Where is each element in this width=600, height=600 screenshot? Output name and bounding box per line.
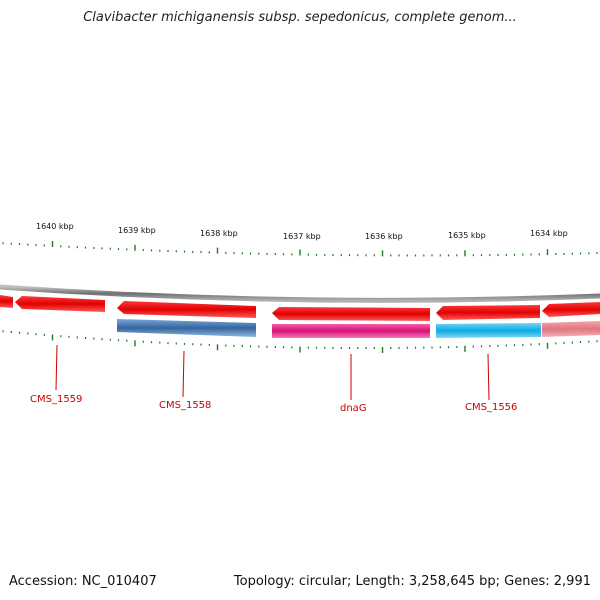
gene-labels: CMS_1559 CMS_1558 dnaG CMS_1556 xyxy=(30,394,517,414)
gene-arrow[interactable] xyxy=(15,296,105,312)
scale-label-1639: 1639 kbp xyxy=(118,226,156,235)
scale-label-1636: 1636 kbp xyxy=(365,232,403,241)
gene-arrow[interactable] xyxy=(117,301,256,318)
leader-line xyxy=(487,353,490,401)
gene-label-dnag[interactable]: dnaG xyxy=(340,403,367,414)
scale-label-1634: 1634 kbp xyxy=(530,229,568,238)
cds-features xyxy=(117,319,600,338)
map-title: Clavibacter michiganensis subsp. sepedon… xyxy=(83,10,517,25)
genome-backbone xyxy=(0,284,600,303)
scale-label-1640: 1640 kbp xyxy=(36,222,74,231)
cds-block-cms1556[interactable] xyxy=(436,323,541,338)
leader-line xyxy=(55,344,58,391)
outer-tick-ring xyxy=(2,241,598,257)
gene-arrow[interactable] xyxy=(272,307,430,321)
scale-label-1637: 1637 kbp xyxy=(283,232,321,241)
gene-label-cms1558[interactable]: CMS_1558 xyxy=(159,400,211,411)
gene-arrow[interactable] xyxy=(542,302,600,317)
cds-block-next[interactable] xyxy=(542,321,600,337)
gene-arrow[interactable] xyxy=(436,305,540,320)
strand-arrows xyxy=(0,295,600,321)
scale-label-1638: 1638 kbp xyxy=(200,229,238,238)
inner-tick-ring xyxy=(2,330,598,353)
leader-line xyxy=(182,350,185,398)
gene-arrow[interactable] xyxy=(0,295,13,308)
cds-block-dnag[interactable] xyxy=(272,324,430,338)
gene-label-cms1559[interactable]: CMS_1559 xyxy=(30,394,82,405)
scale-label-1635: 1635 kbp xyxy=(448,231,486,240)
genome-summary-text: Topology: circular; Length: 3,258,645 bp… xyxy=(233,574,591,589)
cds-block-cms1558[interactable] xyxy=(117,319,256,337)
gene-leaders xyxy=(55,344,490,401)
accession-text: Accession: NC_010407 xyxy=(9,574,157,589)
scale-labels: 1640 kbp 1639 kbp 1638 kbp 1637 kbp 1636… xyxy=(36,222,568,241)
gene-label-cms1556[interactable]: CMS_1556 xyxy=(465,402,517,413)
